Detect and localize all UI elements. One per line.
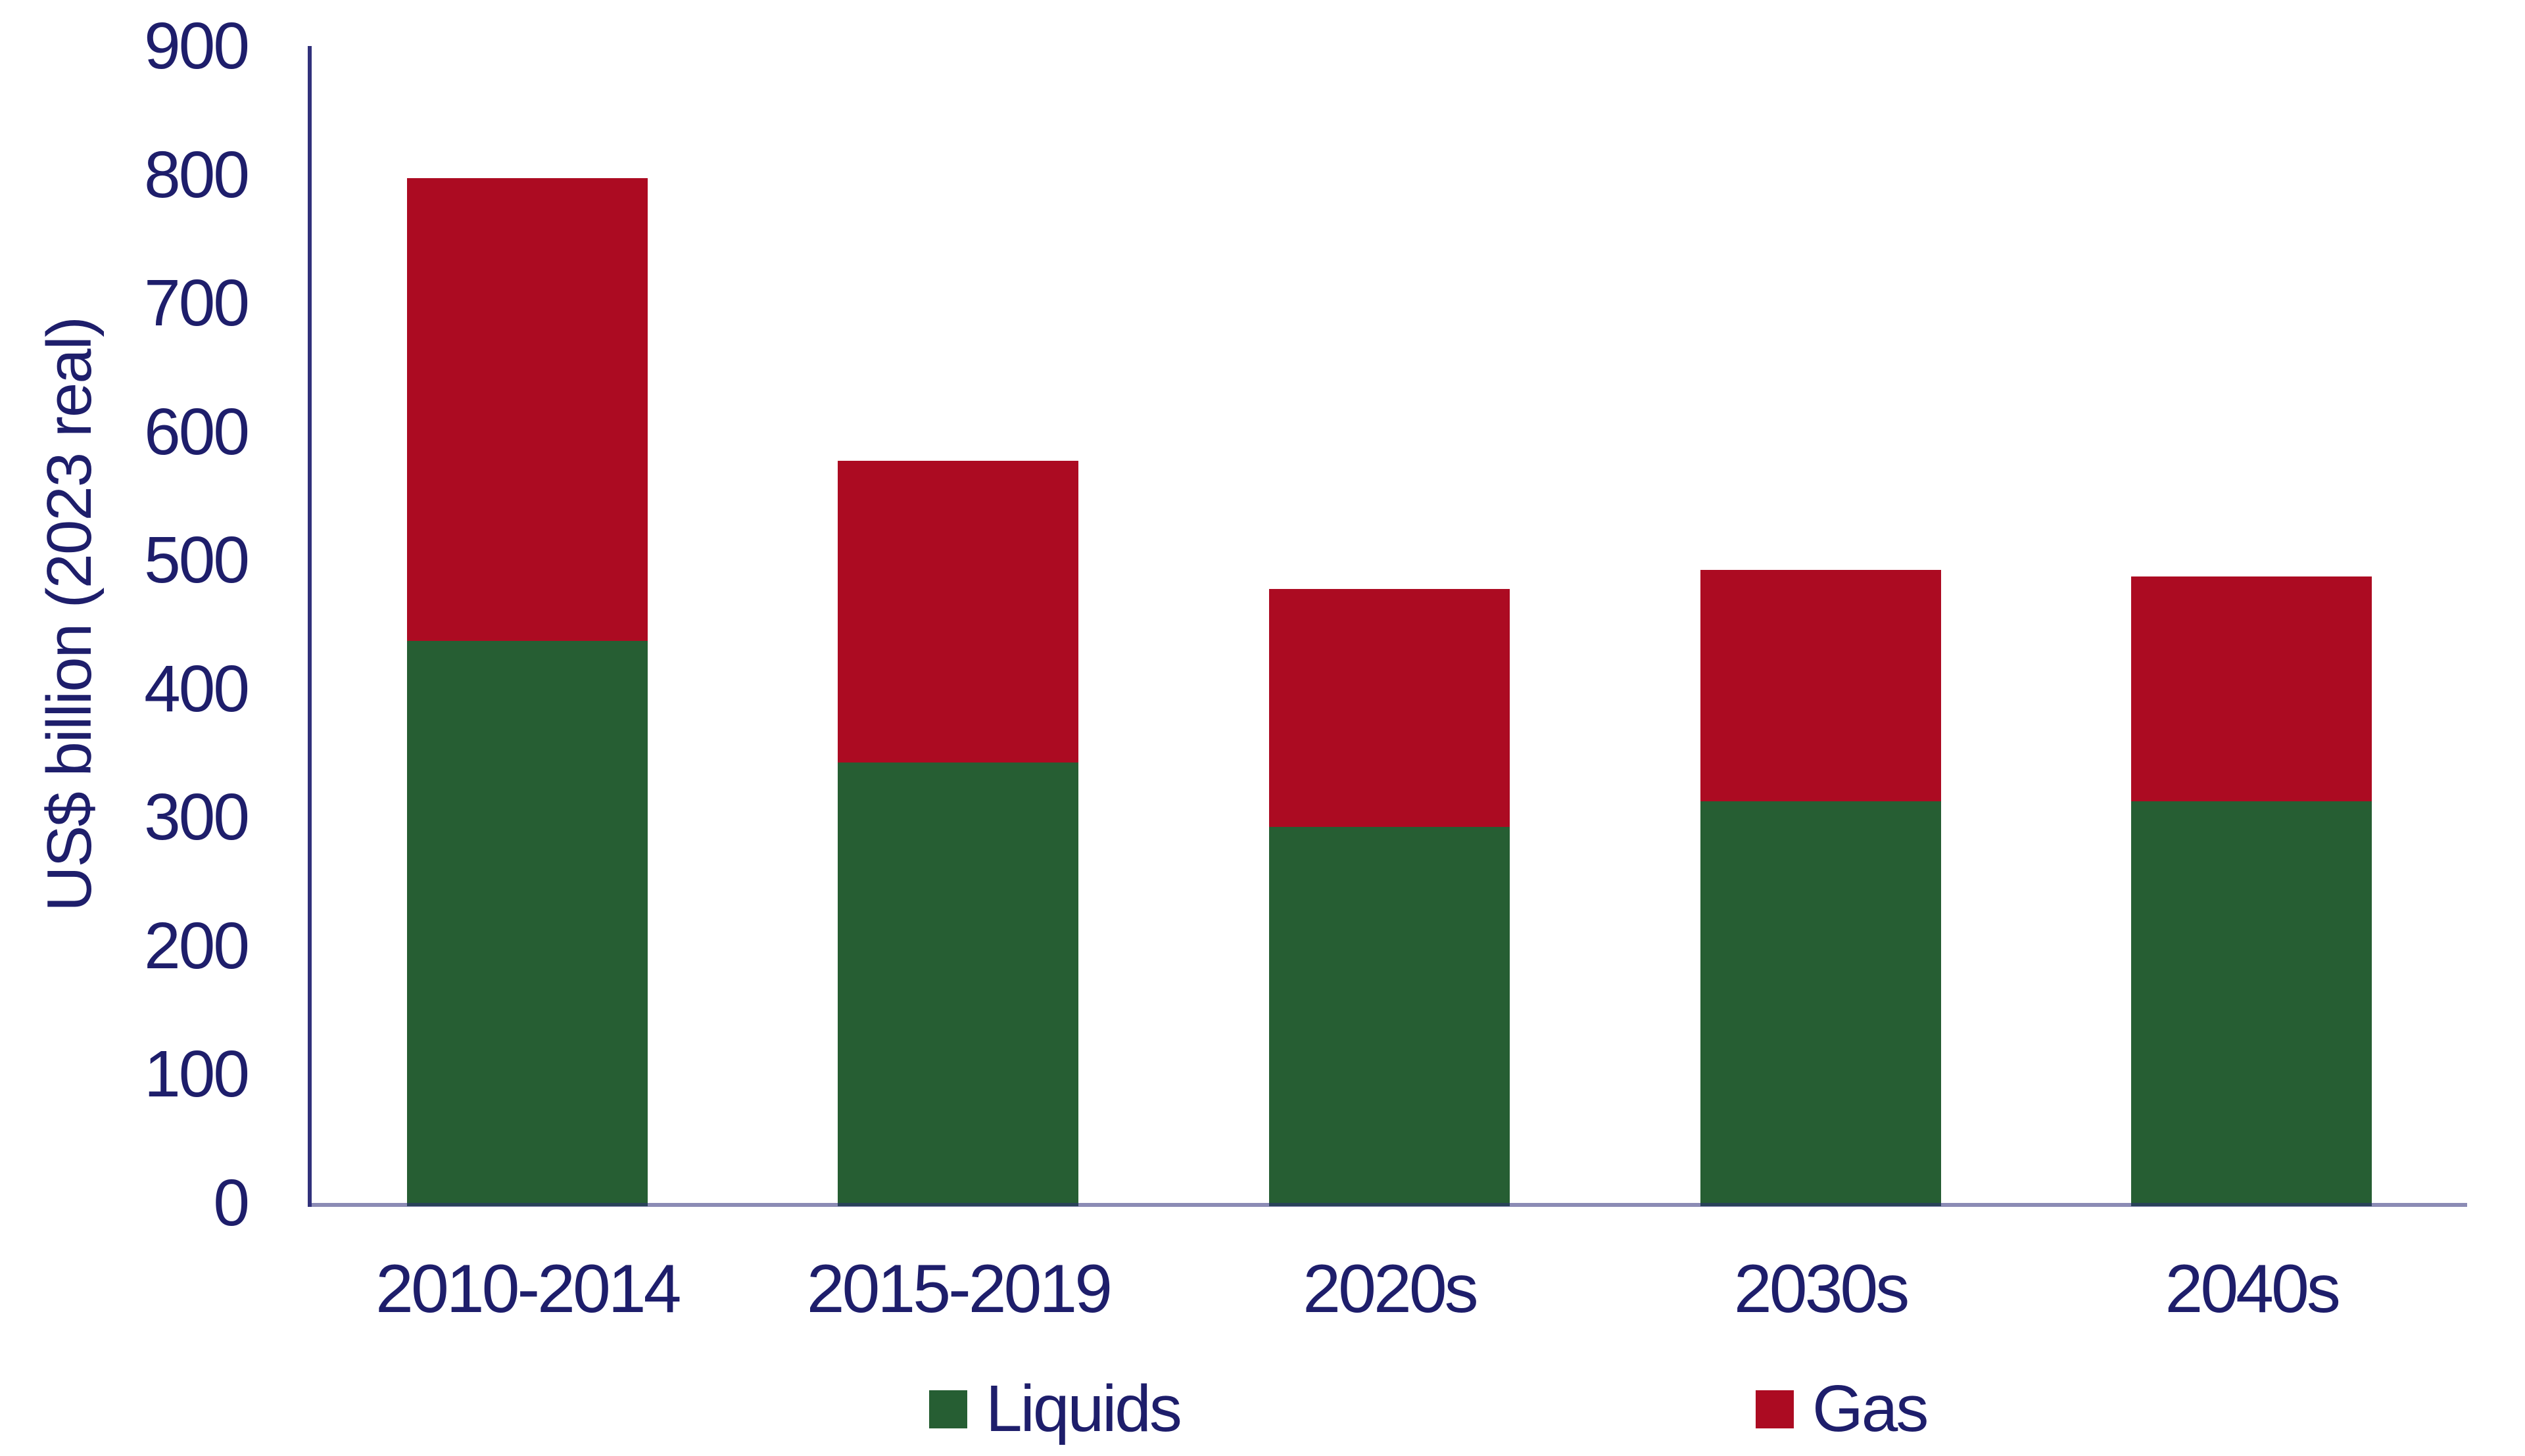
y-tick-label-400: 400 [144, 651, 250, 726]
x-label-2040s: 2040s [2165, 1251, 2340, 1327]
x-axis-baseline [308, 1203, 2467, 1207]
plot-area [312, 46, 2467, 1206]
legend-label-gas: Gas [1812, 1372, 1929, 1445]
x-label-2030s: 2030s [1733, 1251, 1910, 1327]
liquids-legend-swatch [929, 1390, 967, 1428]
y-tick-label-900: 900 [144, 9, 250, 83]
y-tick-label-100: 100 [144, 1037, 250, 1112]
y-tick-label-700: 700 [144, 266, 250, 341]
bar-segment-liquids-2010-2014 [406, 640, 648, 1206]
y-tick-label-600: 600 [144, 394, 250, 469]
y-tick-label-300: 300 [144, 780, 250, 855]
bar-segment-liquids-2015-2019 [838, 763, 1079, 1206]
stacked-bar-2040s [2131, 576, 2372, 1206]
bar-segment-gas-2040s [2131, 576, 2372, 801]
x-label-2015-2019: 2015-2019 [806, 1251, 1113, 1327]
y-tick-label-800: 800 [144, 137, 250, 212]
bar-segment-gas-2015-2019 [838, 460, 1079, 763]
legend-item-gas: Gas [1756, 1371, 1929, 1447]
stacked-bar-2015-2019 [838, 460, 1079, 1206]
x-label-2010-2014: 2010-2014 [375, 1251, 681, 1327]
bar-group-2010-2014 [312, 46, 743, 1206]
bar-group-2020s [1174, 46, 1605, 1206]
bar-segment-gas-2030s [1700, 570, 1941, 801]
bar-group-2015-2019 [743, 46, 1174, 1206]
bar-segment-liquids-2030s [1700, 801, 1941, 1206]
legend-label-liquids: Liquids [986, 1372, 1182, 1445]
stacked-bar-2030s [1700, 570, 1941, 1206]
x-axis-category-labels: 2010-2014 2015-2019 2020s 2030s 2040s [312, 1250, 2467, 1328]
y-tick-label-0: 0 [213, 1166, 250, 1240]
stacked-bar-2010-2014 [406, 177, 648, 1206]
x-label-2020s: 2020s [1303, 1251, 1478, 1327]
stacked-bar-2020s [1268, 589, 1510, 1206]
y-tick-label-200: 200 [144, 908, 250, 983]
legend-item-liquids: Liquids [929, 1371, 1182, 1447]
y-axis-line [308, 46, 312, 1207]
bar-group-2040s [2036, 46, 2467, 1206]
bar-group-2030s [1605, 46, 2036, 1206]
bar-segment-liquids-2020s [1268, 827, 1510, 1206]
gas-legend-swatch [1756, 1390, 1794, 1428]
bar-segment-gas-2020s [1268, 589, 1510, 828]
bar-segment-gas-2010-2014 [406, 177, 648, 641]
y-axis-tick-labels: 0 100 200 300 400 500 600 700 800 900 [0, 0, 250, 1456]
bar-segment-liquids-2040s [2131, 801, 2372, 1206]
y-tick-label-500: 500 [144, 523, 250, 598]
